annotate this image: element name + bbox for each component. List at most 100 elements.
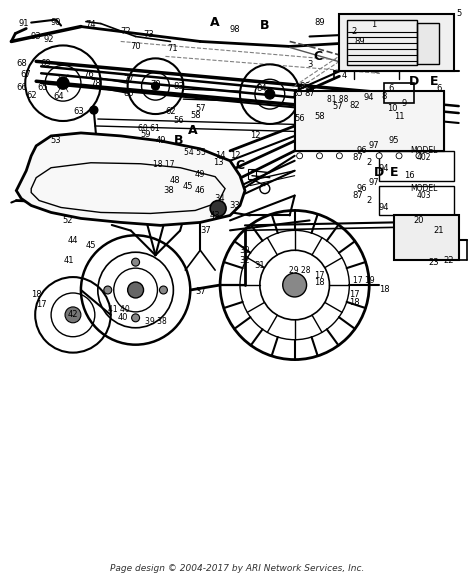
Text: 94: 94	[379, 203, 389, 212]
Text: 13: 13	[213, 158, 223, 167]
Text: 12: 12	[250, 132, 260, 140]
Text: 77: 77	[123, 75, 134, 84]
Text: 34: 34	[215, 194, 226, 203]
Text: 33: 33	[229, 201, 240, 210]
Circle shape	[297, 153, 302, 159]
Text: 56: 56	[173, 117, 183, 125]
Text: 67: 67	[21, 70, 32, 79]
Text: D: D	[374, 166, 384, 179]
Text: 41 40: 41 40	[108, 306, 129, 314]
Text: 52: 52	[63, 216, 73, 225]
Text: 3: 3	[307, 60, 312, 69]
Text: 87: 87	[352, 153, 363, 162]
Text: 17: 17	[314, 271, 325, 280]
Text: 53: 53	[51, 136, 61, 146]
Text: C: C	[313, 50, 322, 63]
Text: 49: 49	[195, 170, 205, 179]
Text: 84: 84	[256, 84, 267, 93]
Text: E: E	[390, 166, 398, 179]
Text: 97: 97	[369, 142, 380, 150]
Text: 6: 6	[436, 84, 441, 93]
Text: 18: 18	[314, 278, 325, 287]
Text: 71: 71	[167, 44, 178, 53]
Text: 17: 17	[349, 291, 360, 299]
Text: 72: 72	[120, 27, 131, 36]
Text: B: B	[173, 135, 183, 147]
Text: 403: 403	[417, 191, 431, 200]
Text: 18: 18	[31, 291, 42, 299]
Text: 23: 23	[428, 258, 439, 267]
Text: 42: 42	[68, 310, 78, 320]
Bar	[379, 151, 454, 180]
Text: 65: 65	[38, 83, 48, 92]
Text: 97: 97	[369, 178, 380, 187]
Text: 49: 49	[155, 136, 166, 146]
Text: 62: 62	[26, 90, 36, 100]
Text: 60 61: 60 61	[137, 125, 159, 133]
Text: 98: 98	[230, 25, 240, 34]
Bar	[384, 83, 414, 103]
Circle shape	[132, 314, 139, 322]
Text: 94: 94	[379, 164, 389, 173]
Text: 74: 74	[85, 20, 96, 29]
Bar	[347, 20, 417, 66]
Circle shape	[265, 89, 275, 99]
Text: 80: 80	[123, 89, 134, 97]
Text: 57: 57	[332, 102, 343, 111]
Text: 82: 82	[349, 100, 360, 110]
Text: 17 19: 17 19	[354, 276, 375, 285]
Text: 89: 89	[314, 18, 325, 27]
Text: 37: 37	[195, 288, 206, 296]
Text: 12: 12	[230, 151, 240, 160]
Text: 62: 62	[165, 107, 176, 115]
Circle shape	[57, 77, 69, 89]
Text: 2: 2	[352, 27, 357, 36]
Text: 30: 30	[240, 246, 250, 255]
Text: 41: 41	[64, 256, 74, 264]
Circle shape	[210, 201, 226, 216]
Circle shape	[416, 153, 422, 159]
Text: 4: 4	[342, 71, 347, 80]
Text: 10: 10	[387, 104, 397, 113]
Text: 44: 44	[68, 236, 78, 245]
Text: 31: 31	[255, 260, 265, 270]
Text: 85: 85	[292, 89, 303, 97]
Circle shape	[396, 153, 402, 159]
Circle shape	[104, 286, 112, 294]
Text: 73: 73	[143, 30, 154, 39]
Text: 29 28: 29 28	[289, 266, 310, 274]
Text: 18 17: 18 17	[153, 160, 174, 169]
Text: 46: 46	[195, 186, 206, 195]
Circle shape	[90, 106, 98, 114]
Text: 38: 38	[163, 186, 174, 195]
Polygon shape	[16, 133, 245, 226]
Bar	[417, 23, 439, 64]
Text: 9: 9	[401, 99, 407, 108]
Text: 68: 68	[16, 59, 27, 68]
Text: 57: 57	[195, 104, 206, 113]
Text: 37: 37	[200, 226, 210, 235]
Text: 45: 45	[183, 182, 193, 191]
Text: 83: 83	[173, 82, 184, 90]
Text: A: A	[210, 16, 220, 29]
Text: 64: 64	[54, 92, 64, 101]
Circle shape	[65, 307, 81, 323]
Text: 63: 63	[73, 107, 84, 115]
Text: 40: 40	[118, 313, 128, 322]
Text: 90: 90	[51, 18, 61, 27]
Text: C: C	[236, 160, 245, 172]
Text: 45: 45	[86, 241, 96, 250]
Circle shape	[159, 286, 167, 294]
Text: 21: 21	[434, 226, 444, 235]
Text: Page design © 2004-2017 by ARI Network Services, Inc.: Page design © 2004-2017 by ARI Network S…	[110, 564, 364, 573]
Text: 8: 8	[382, 92, 387, 101]
Bar	[379, 186, 454, 215]
Text: 1: 1	[372, 20, 377, 29]
Text: 6: 6	[388, 84, 394, 93]
Circle shape	[317, 153, 322, 159]
Text: 87: 87	[304, 89, 315, 97]
Text: 96: 96	[357, 184, 367, 193]
Text: 54 55: 54 55	[184, 148, 206, 157]
Bar	[295, 91, 444, 151]
Text: 2: 2	[366, 196, 372, 205]
